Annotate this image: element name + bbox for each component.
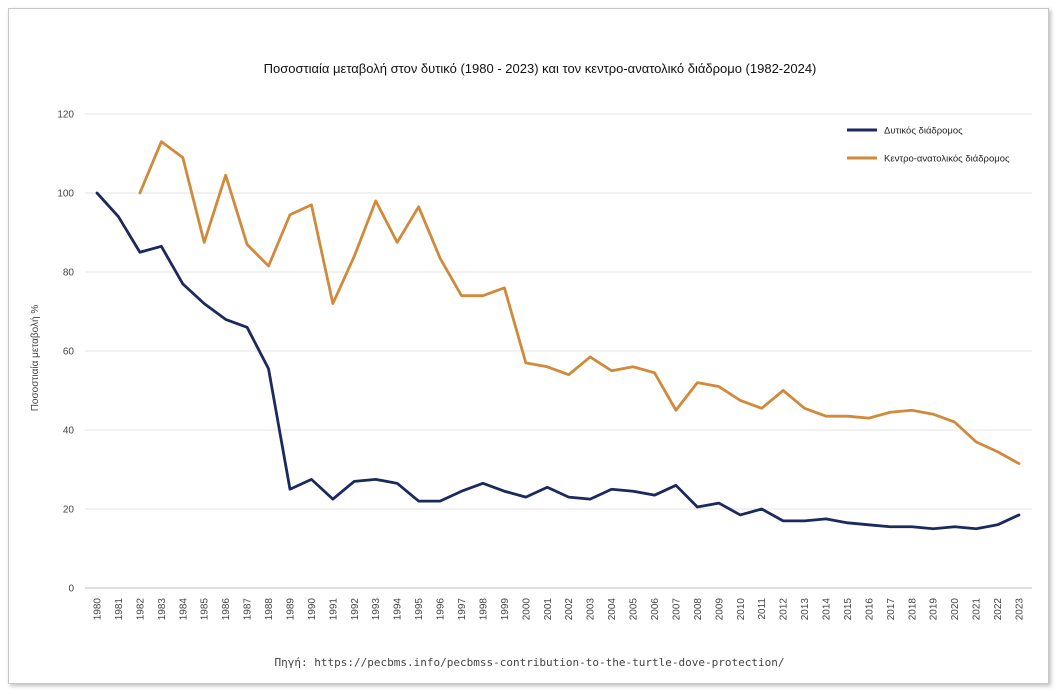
- series-line-2: [138, 140, 1021, 465]
- x-tick-label: 1989: [285, 598, 296, 621]
- x-tick-label: 2007: [671, 598, 682, 621]
- x-tick-label: 2019: [929, 598, 940, 621]
- x-tick-label: 2014: [822, 598, 833, 621]
- x-tick-label: 2023: [1015, 598, 1026, 621]
- x-tick-label: 2008: [693, 598, 704, 621]
- x-tick-label: 2017: [886, 598, 897, 621]
- series-lines: [95, 140, 1021, 531]
- x-tick-label: 1980: [93, 598, 104, 621]
- x-tick-label: 2006: [650, 598, 661, 621]
- legend: Δυτικός διάδρομος Κεντρο-ανατολικός διάδρ…: [847, 126, 1010, 165]
- x-tick-label: 1997: [457, 598, 468, 621]
- x-tick-label: 2016: [864, 598, 875, 621]
- x-tick-label: 1992: [350, 598, 361, 621]
- x-tick-label: 2012: [779, 598, 790, 621]
- y-tick-label: 80: [63, 268, 75, 279]
- y-tick-label: 120: [57, 110, 74, 121]
- x-tick-label: 1993: [371, 598, 382, 621]
- legend-label: Κεντρο-ανατολικός διάδρομος: [884, 154, 1010, 165]
- x-tick-label: 1991: [328, 598, 339, 621]
- legend-label: Δυτικός διάδρομος: [884, 126, 963, 137]
- x-tick-label: 1985: [200, 598, 211, 621]
- x-tick-label: 2004: [607, 598, 618, 621]
- x-tick-label: 2015: [843, 598, 854, 621]
- y-tick-label: 40: [63, 426, 75, 437]
- x-tick-label: 1998: [478, 598, 489, 621]
- x-tick-label: 1990: [307, 598, 318, 621]
- series-line-1: [95, 191, 1021, 531]
- x-axis-ticks: 1980 1981 1982 1983 1984 1985 1986 1987 1988 1989…: [93, 598, 1026, 621]
- x-tick-label: 1988: [264, 598, 275, 621]
- x-tick-label: 2001: [543, 598, 554, 621]
- x-tick-label: 1983: [157, 598, 168, 621]
- x-tick-label: 2005: [629, 598, 640, 621]
- x-tick-label: 2013: [800, 598, 811, 621]
- x-tick-label: 2022: [993, 598, 1004, 621]
- y-tick-label: 20: [63, 505, 75, 516]
- gridlines: [85, 113, 1032, 589]
- x-tick-label: 1982: [135, 598, 146, 621]
- y-tick-label: 100: [57, 189, 74, 200]
- x-tick-label: 2002: [564, 598, 575, 621]
- x-tick-label: 2009: [714, 598, 725, 621]
- x-tick-label: 2010: [736, 598, 747, 621]
- x-tick-label: 2011: [757, 598, 768, 620]
- x-tick-label: 1984: [178, 598, 189, 621]
- chart-frame: [8, 8, 1049, 684]
- x-tick-label: 2018: [907, 598, 918, 621]
- x-tick-label: 1994: [393, 598, 404, 621]
- y-tick-label: 60: [63, 347, 75, 358]
- chart-title: Ποσοστιαία μεταβολή στον δυτικό (1980 - …: [264, 61, 817, 76]
- x-tick-label: 1987: [243, 598, 254, 621]
- x-tick-label: 1981: [114, 598, 125, 621]
- x-tick-label: 2021: [972, 598, 983, 621]
- x-tick-label: 1995: [414, 598, 425, 621]
- x-tick-label: 1996: [436, 598, 447, 621]
- source-caption: Πηγή: https://pecbms.info/pecbmss-contri…: [274, 656, 785, 669]
- x-tick-label: 1986: [221, 598, 232, 621]
- y-axis-label: Ποσοστιαία μεταβολή %: [29, 305, 41, 412]
- x-tick-label: 2003: [586, 598, 597, 621]
- y-axis-ticks: 0 20 40 60 80 100 120: [57, 110, 74, 595]
- y-tick-label: 0: [68, 584, 74, 595]
- x-tick-label: 1999: [500, 598, 511, 621]
- x-tick-label: 2000: [521, 598, 532, 621]
- x-tick-label: 2020: [950, 598, 961, 621]
